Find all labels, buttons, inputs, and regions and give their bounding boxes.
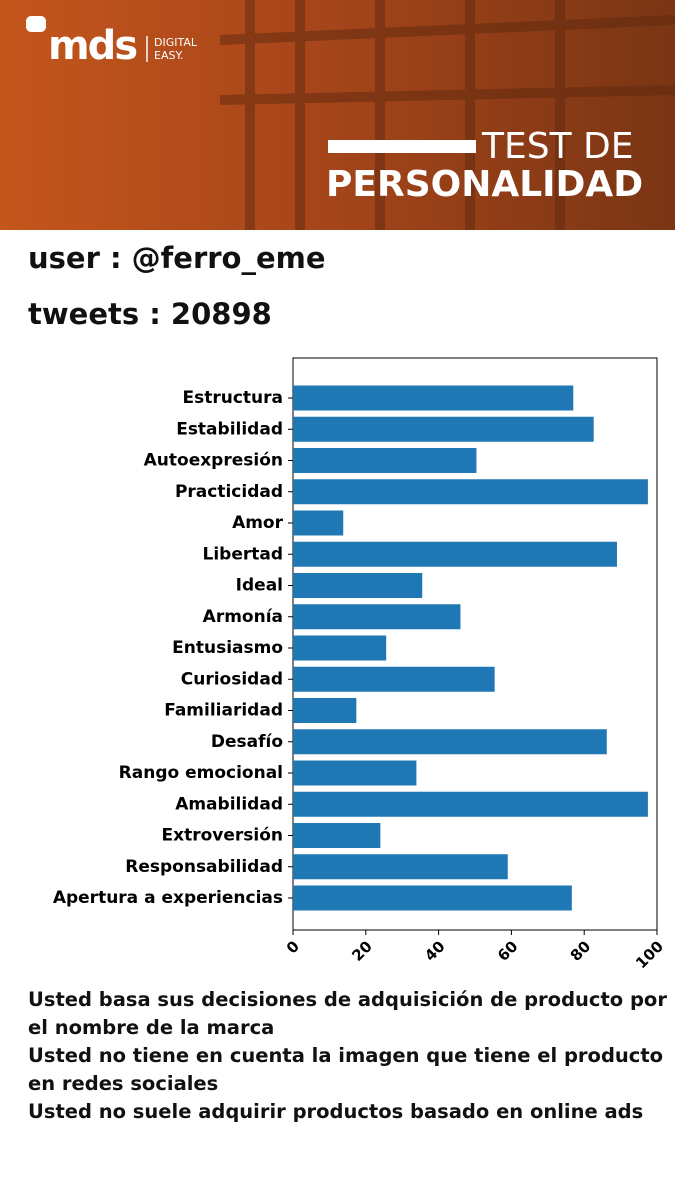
y-tick-label: Extroversión [162, 826, 284, 846]
x-tick-label: 80 [567, 937, 594, 964]
bar [293, 729, 607, 755]
banner-bars [219, 0, 675, 230]
bar [293, 416, 594, 442]
title-bar [328, 140, 476, 153]
conclusions: Usted basa sus decisiones de adquisición… [28, 986, 673, 1126]
x-tick-label: 0 [283, 937, 303, 957]
bar [293, 760, 417, 786]
bar [293, 885, 572, 911]
x-tick-label: 40 [421, 937, 448, 964]
y-tick-label: Rango emocional [119, 763, 283, 783]
y-tick-label: Ideal [236, 576, 283, 596]
logo-mark [26, 16, 46, 32]
conclusion: Usted basa sus decisiones de adquisición… [28, 988, 667, 1039]
y-tick-label: Familiaridad [164, 701, 283, 721]
bar [293, 604, 461, 630]
conclusion: Usted no tiene en cuenta la imagen que t… [28, 1044, 664, 1095]
y-tick-label: Amabilidad [175, 794, 283, 814]
x-tick-label: 60 [494, 937, 521, 964]
bar [293, 698, 357, 723]
bar [293, 573, 423, 598]
y-tick-label: Armonía [203, 607, 283, 627]
y-tick-label: Desafío [211, 732, 283, 752]
y-tick-label: Practicidad [175, 482, 283, 502]
bar [293, 479, 648, 505]
y-tick-label: Apertura a experiencias [53, 888, 283, 908]
user: user : @ferro_eme [28, 241, 326, 275]
logo: mds [48, 23, 136, 69]
bar [293, 635, 387, 661]
tagline: DIGITAL [154, 36, 198, 49]
bar [293, 385, 574, 411]
tweets: tweets : 20898 [28, 297, 272, 331]
conclusion: Usted no suele adquirir productos basado… [28, 1100, 644, 1123]
x-tick-label: 20 [348, 937, 375, 964]
banner-title: TEST DE [481, 126, 634, 167]
x-tick-label: 100 [632, 937, 667, 972]
y-tick-label: Estructura [182, 388, 283, 408]
bar [293, 791, 648, 817]
bar [293, 823, 381, 848]
tagline: EASY. [154, 49, 183, 62]
chart: mds DIGITAL EASY. TEST DE PERSONALIDAD u… [0, 0, 675, 972]
bar [293, 510, 344, 536]
bar [293, 541, 617, 567]
y-tick-label: Autoexpresión [144, 451, 283, 471]
banner-title: PERSONALIDAD [326, 164, 643, 205]
y-tick-label: Curiosidad [181, 669, 283, 689]
y-tick-label: Amor [232, 513, 284, 533]
y-tick-label: Estabilidad [176, 419, 283, 439]
bar [293, 666, 495, 692]
y-tick-label: Responsabilidad [125, 857, 283, 877]
y-tick-label: Libertad [202, 544, 283, 564]
y-tick-label: Entusiasmo [172, 638, 283, 658]
bar [293, 448, 477, 473]
bar [293, 854, 508, 880]
